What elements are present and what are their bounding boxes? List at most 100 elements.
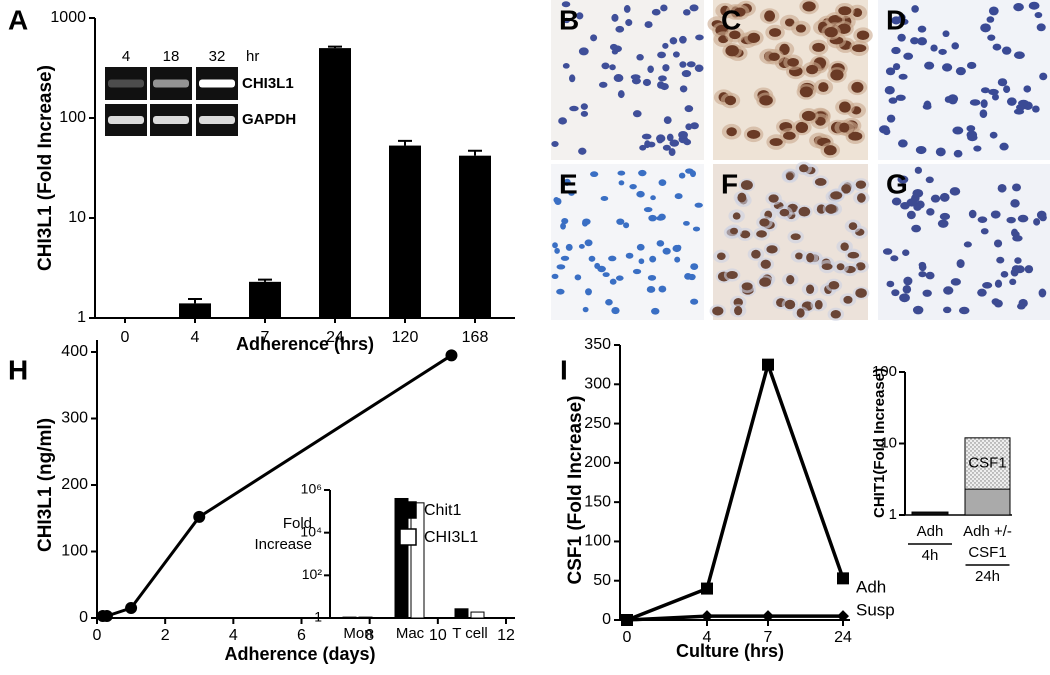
cell-nucleus [561, 1, 571, 8]
cell-nucleus [963, 241, 972, 248]
marker [621, 614, 633, 626]
cell-nucleus [799, 86, 813, 98]
cell-nucleus [918, 271, 927, 278]
cell-nucleus [917, 25, 927, 33]
cell-nucleus [897, 175, 909, 184]
x-tick-label: CSF1 [968, 544, 1006, 561]
cell-nucleus [980, 99, 988, 109]
cell-nucleus [923, 100, 932, 110]
y-tick-label: 150 [584, 493, 611, 510]
cell-nucleus [779, 208, 790, 217]
cell-nucleus [903, 52, 914, 60]
cell-nucleus [615, 25, 625, 33]
cell-nucleus [784, 18, 795, 27]
cell-nucleus [686, 61, 696, 68]
cell-nucleus [1036, 23, 1046, 32]
cell-nucleus [992, 43, 1002, 51]
cell-nucleus [796, 308, 805, 318]
cell-nucleus [623, 5, 631, 13]
cell-nucleus [679, 85, 688, 93]
marker [125, 602, 138, 615]
panel-letter: A [8, 4, 28, 35]
cell-nucleus [989, 131, 998, 139]
cell-nucleus [663, 116, 672, 124]
cell-nucleus [1012, 183, 1021, 192]
cell-nucleus [900, 202, 910, 210]
cell-nucleus [852, 44, 867, 53]
cell-nucleus [968, 209, 977, 219]
x-tick-label: Mac [396, 625, 425, 642]
cell-nucleus [574, 274, 582, 281]
cell-nucleus [806, 64, 819, 75]
cell-nucleus [902, 285, 912, 294]
cell-nucleus [674, 256, 681, 263]
y-tick-label: 250 [584, 415, 611, 432]
cell-nucleus [648, 214, 657, 222]
x-tick-label: 120 [392, 329, 419, 346]
cell-nucleus [980, 228, 989, 235]
x-tick-label: 4 [703, 629, 712, 646]
cell-nucleus [716, 252, 726, 260]
cell-nucleus [647, 65, 654, 73]
x-tick-label: 4 [229, 627, 238, 644]
cell-nucleus [613, 74, 624, 83]
cell-nucleus [666, 133, 674, 142]
cell-nucleus [798, 206, 811, 217]
cell-nucleus [993, 299, 1003, 308]
cell-nucleus [1011, 265, 1021, 273]
cell-nucleus [952, 126, 964, 135]
cell-nucleus [756, 230, 767, 238]
marker [701, 582, 713, 595]
cell-nucleus [662, 64, 670, 72]
cell-nucleus [1028, 1, 1040, 10]
cell-nucleus [1013, 108, 1025, 115]
cell-nucleus [601, 62, 610, 70]
cell-nucleus [658, 179, 667, 187]
marker [193, 510, 206, 523]
y-tick-label: 400 [61, 343, 88, 360]
cell-nucleus [823, 145, 837, 156]
cell-nucleus [582, 306, 589, 313]
cell-nucleus [949, 187, 961, 196]
bar [249, 281, 281, 318]
cell-nucleus [886, 280, 895, 288]
cell-nucleus [996, 256, 1005, 264]
cell-nucleus [578, 243, 585, 249]
panel-letter: E [559, 168, 578, 199]
cell-nucleus [741, 282, 753, 291]
cell-nucleus [915, 145, 927, 155]
cell-nucleus [912, 305, 924, 315]
series-label: Susp [856, 600, 895, 619]
cell-nucleus [585, 288, 592, 296]
cell-nucleus [958, 306, 970, 315]
y-tick-label: 200 [61, 476, 88, 493]
cell-nucleus [987, 34, 996, 41]
cell-nucleus [611, 49, 619, 55]
cell-nucleus [1013, 51, 1025, 59]
cell-nucleus [943, 286, 954, 295]
cell-nucleus [712, 306, 724, 316]
cell-nucleus [966, 61, 977, 70]
x-axis-title: Adherence (days) [224, 644, 375, 664]
bar [454, 608, 469, 619]
y-tick-label: 100 [872, 363, 897, 380]
cell-nucleus [888, 97, 898, 104]
cell-nucleus [950, 278, 961, 286]
marker [762, 610, 774, 623]
y-tick-label: 300 [584, 376, 611, 393]
cell-nucleus [935, 147, 946, 157]
cell-nucleus [814, 178, 827, 186]
cell-nucleus [997, 183, 1007, 193]
cell-nucleus [977, 216, 988, 223]
cell-nucleus [560, 222, 566, 230]
cell-nucleus [930, 194, 941, 203]
cell-nucleus [672, 244, 682, 253]
cell-nucleus [611, 13, 619, 22]
cell-nucleus [942, 63, 953, 72]
cell-nucleus [689, 4, 699, 12]
cell-nucleus [925, 271, 935, 280]
segment-label: CSF1 [968, 454, 1006, 471]
x-tick-label: 0 [623, 629, 632, 646]
cell-nucleus [886, 114, 896, 123]
